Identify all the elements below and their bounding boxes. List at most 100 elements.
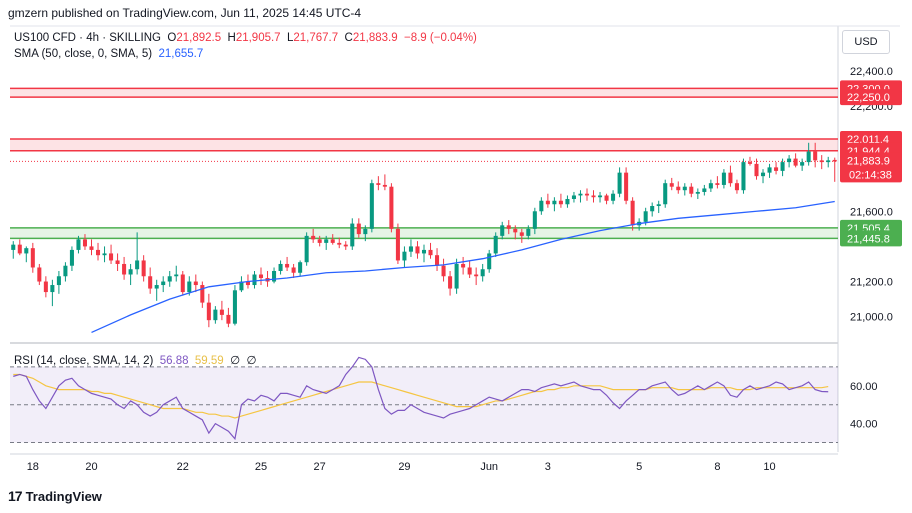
low-label: L <box>286 32 294 44</box>
candle-body <box>682 186 687 191</box>
candle-body <box>174 274 179 277</box>
candle-body <box>741 162 746 191</box>
support-zone-price-tag <box>840 230 902 247</box>
candle-body <box>826 160 831 163</box>
x-tick-label: 8 <box>714 461 720 473</box>
candle-body <box>213 309 218 321</box>
candle-body <box>258 274 264 279</box>
candle-body <box>689 186 694 194</box>
candle-body <box>167 276 172 282</box>
candle-body <box>721 172 726 185</box>
candle-body <box>493 235 498 254</box>
y-tick-label: 22,400.0 <box>850 66 893 78</box>
candle-body <box>630 200 635 226</box>
candle-body <box>604 195 609 201</box>
x-tick-label: 22 <box>177 461 189 473</box>
y-tick-label: 21,200.0 <box>850 277 893 289</box>
candle-body <box>148 276 153 289</box>
support-zone <box>10 227 838 239</box>
candle-body <box>317 239 322 243</box>
candle-body <box>369 183 374 229</box>
resistance-zone <box>10 139 838 151</box>
candle-body <box>382 184 387 187</box>
candle-body <box>141 260 146 277</box>
sma-legend: SMA (50, close, 0, SMA, 5) 21,655.7 <box>14 48 203 60</box>
candle-body <box>311 235 316 240</box>
candle-body <box>506 225 511 229</box>
candle-body <box>643 211 648 222</box>
candle-body <box>128 269 133 275</box>
candle-body <box>532 211 537 229</box>
candle-body <box>461 263 466 268</box>
candle-body <box>298 262 303 273</box>
candle-body <box>539 200 544 212</box>
candle-body <box>708 183 713 189</box>
candle-body <box>330 239 335 243</box>
candle-body <box>89 246 94 250</box>
candle-body <box>324 239 329 243</box>
candle-body <box>206 302 211 321</box>
candle-body <box>715 183 720 185</box>
rsi-value: 56.88 <box>159 355 189 367</box>
y-tick-label: 21,600.0 <box>850 206 893 218</box>
candle-body <box>584 193 590 196</box>
candle-body <box>402 251 407 261</box>
currency-button[interactable]: USD <box>842 30 890 54</box>
candle-body <box>813 151 818 161</box>
candle-body <box>337 242 342 245</box>
candle-body <box>695 191 700 194</box>
candle-body <box>122 263 127 275</box>
publisher-header: gmzern published on TradingView.com, Jun… <box>8 6 362 20</box>
candle-body <box>272 270 277 282</box>
candle-body <box>761 172 766 177</box>
candle-body <box>161 281 166 286</box>
rsi-null-1: ∅ <box>230 355 241 367</box>
candle-body <box>11 244 16 250</box>
x-tick-label: 25 <box>255 461 267 473</box>
rsi-sma-value: 59.59 <box>194 355 224 367</box>
candle-body <box>30 248 35 268</box>
close-label: C <box>344 32 353 44</box>
rsi-label: RSI (14, close, SMA, 14, 2) <box>14 355 154 367</box>
last-price-label: 21,883.9 <box>847 155 890 167</box>
candle-body <box>76 239 81 250</box>
candle-body <box>304 235 309 263</box>
candle-body <box>415 246 420 254</box>
candle-body <box>487 253 492 270</box>
candle-body <box>578 193 583 196</box>
sma-label: SMA (50, close, 0, SMA, 5) <box>14 48 153 60</box>
candle-body <box>519 232 524 236</box>
candle-body <box>617 172 622 194</box>
candle-body <box>767 167 772 173</box>
x-tick-label: Jun <box>480 461 498 473</box>
countdown-label: 02:14:38 <box>849 169 892 181</box>
candle-body <box>17 244 22 254</box>
candle-body <box>558 200 563 205</box>
candle-body <box>63 265 68 277</box>
candle-body <box>624 172 629 201</box>
candle-body <box>754 163 759 177</box>
resistance-zone-price-label: 22,250.0 <box>847 92 890 104</box>
resistance-zone <box>10 88 838 98</box>
candle-body <box>656 204 661 207</box>
candle-body <box>226 314 231 324</box>
candle-body <box>565 198 570 205</box>
candle-body <box>350 223 355 247</box>
candle-body <box>526 228 531 236</box>
candle-body <box>69 249 74 266</box>
candle-body <box>109 253 114 261</box>
candle-body <box>252 274 257 286</box>
candle-body <box>474 274 479 277</box>
candle-body <box>421 249 427 254</box>
candle-body <box>376 183 381 185</box>
x-tick-label: 27 <box>314 461 326 473</box>
ohlc-legend: US100 CFD · 4h · SKILLING O21,892.5 H21,… <box>14 32 477 44</box>
candle-body <box>43 281 48 293</box>
candle-body <box>56 276 61 286</box>
candle-body <box>343 244 348 247</box>
candle-body <box>480 269 485 277</box>
x-tick-label: 20 <box>85 461 97 473</box>
candle-body <box>135 260 140 270</box>
candle-body <box>245 281 250 286</box>
